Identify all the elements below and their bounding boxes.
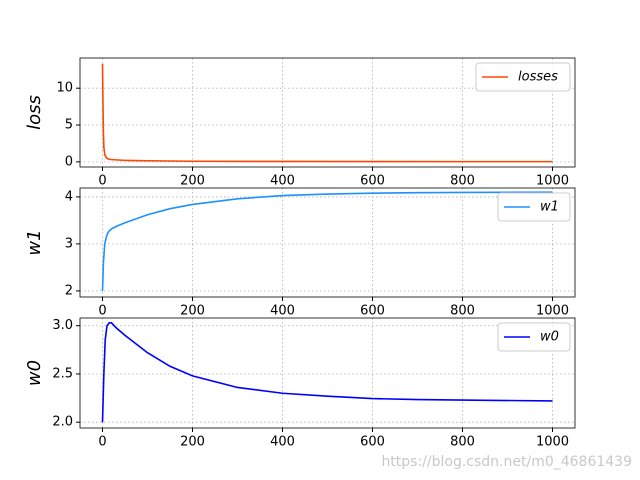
y-axis-label: loss: [24, 95, 45, 130]
axes-frame: [79, 187, 576, 298]
legend-label: w1: [540, 200, 559, 215]
x-tick-label: 800: [450, 174, 475, 189]
x-tick-label: 200: [180, 304, 205, 319]
axes-frame: [79, 317, 576, 429]
y-tick-label: 3.0: [52, 318, 73, 333]
y-tick-label: 3: [65, 236, 73, 251]
legend-label: losses: [518, 70, 558, 85]
data-line: [101, 63, 553, 163]
x-tick-label: 400: [270, 435, 295, 450]
x-tick-label: 400: [270, 304, 295, 319]
data-line: [101, 191, 553, 291]
y-tick-label: 10: [56, 81, 73, 96]
x-tick-label: 600: [360, 174, 385, 189]
y-tick-label: 4: [65, 189, 73, 204]
x-tick-label: 1000: [536, 174, 569, 189]
watermark: https://blog.csdn.net/m0_46861439: [381, 454, 632, 470]
y-tick-label: 5: [65, 118, 73, 133]
x-tick-label: 200: [180, 435, 205, 450]
legend-label: w0: [540, 330, 559, 345]
x-tick-label: 400: [270, 174, 295, 189]
y-tick-label: 0: [65, 154, 73, 169]
legend-box: [497, 322, 571, 352]
y-axis-label: w0: [24, 360, 45, 386]
legend-box: [497, 192, 571, 222]
x-tick-label: 800: [450, 435, 475, 450]
y-tick-label: 2.5: [52, 366, 73, 381]
x-tick-label: 600: [360, 435, 385, 450]
x-tick-label: 1000: [536, 304, 569, 319]
y-tick-label: 2: [65, 283, 73, 298]
y-tick-label: 2.0: [52, 415, 73, 430]
legend-box: [475, 62, 571, 92]
axes-frame: [79, 57, 576, 168]
x-tick-label: 600: [360, 304, 385, 319]
x-tick-label: 0: [98, 174, 106, 189]
x-tick-label: 0: [98, 435, 106, 450]
x-tick-label: 200: [180, 174, 205, 189]
x-tick-label: 0: [98, 304, 106, 319]
y-axis-label: w1: [24, 229, 45, 255]
x-tick-label: 1000: [536, 435, 569, 450]
data-line: [101, 322, 553, 423]
x-tick-label: 800: [450, 304, 475, 319]
